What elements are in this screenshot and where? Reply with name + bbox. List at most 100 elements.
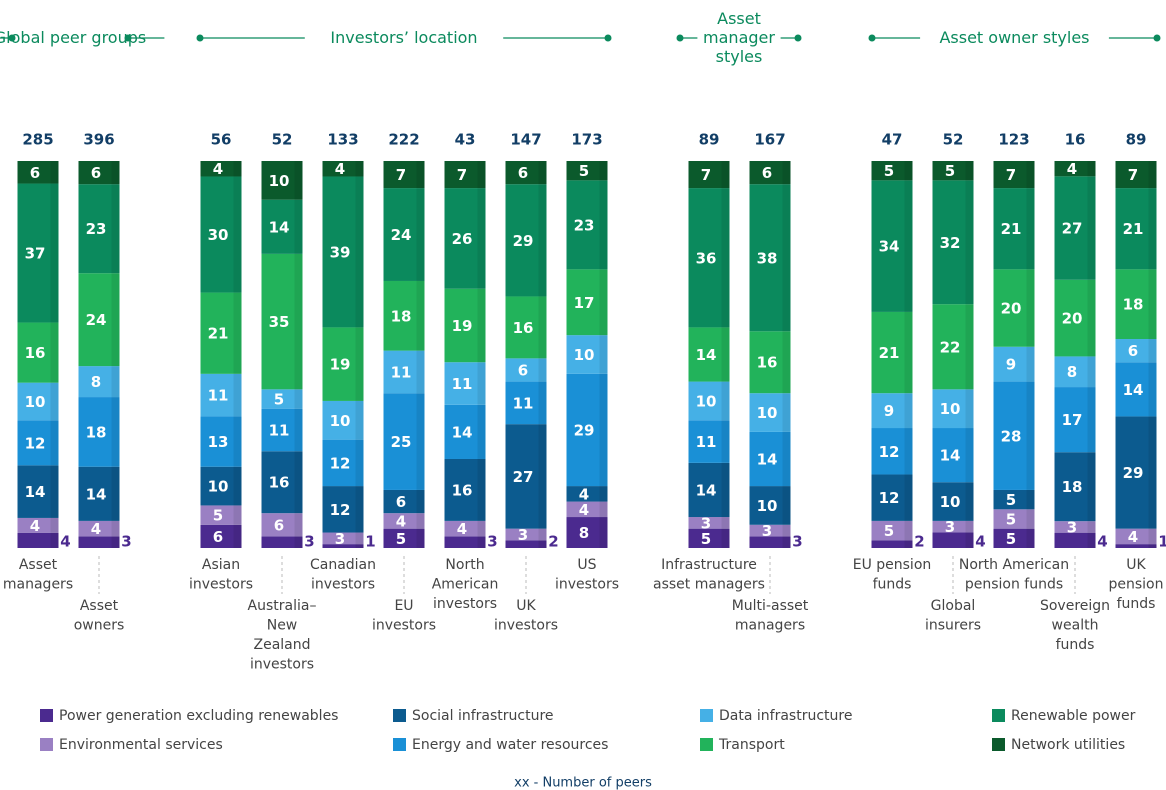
bar-shade	[1148, 161, 1157, 189]
value-label: 11	[391, 363, 412, 381]
bar-shade	[1148, 362, 1157, 417]
bar-segment	[322, 532, 364, 545]
value-label: 2	[548, 533, 558, 551]
bar-segment	[78, 536, 120, 548]
bar-segment	[993, 528, 1035, 548]
bar-shade	[1026, 509, 1035, 529]
value-label: 20	[1062, 310, 1083, 328]
value-label: 4	[60, 533, 70, 551]
group-dot	[604, 34, 612, 42]
bar-shade	[782, 393, 791, 432]
value-label: 6	[213, 528, 223, 546]
bar-segment	[688, 327, 730, 382]
bar-shade	[233, 524, 242, 548]
value-label: 8	[1067, 363, 1077, 381]
bar-segment	[322, 544, 364, 548]
value-label: 5	[1006, 510, 1016, 528]
bar-shade	[233, 373, 242, 417]
legend-swatch	[700, 709, 713, 722]
note: xx - Number of peers	[514, 776, 652, 790]
bar-segment	[17, 183, 59, 323]
value-label: 8	[91, 373, 101, 391]
bar-segment	[505, 184, 547, 297]
legend-label: Energy and water resources	[412, 737, 608, 753]
bar-segment	[505, 381, 547, 425]
bar-segment	[993, 269, 1035, 347]
value-label: 5	[274, 391, 284, 409]
legend-label: Transport	[718, 737, 785, 753]
bar-shade	[599, 373, 608, 487]
legend-label: Power generation excluding renewables	[59, 708, 338, 724]
category-label: Asian investors	[189, 557, 253, 593]
value-label: 17	[574, 294, 595, 312]
bar-segment	[1054, 387, 1096, 453]
bar-shade	[904, 161, 913, 181]
value-label: 4	[975, 533, 985, 551]
bar-segment	[200, 176, 242, 293]
bar-shade	[965, 389, 974, 429]
value-label: 30	[208, 226, 229, 244]
bar-segment	[383, 528, 425, 548]
bar-shade	[233, 161, 242, 177]
bar-shade	[477, 458, 486, 521]
legend-swatch	[992, 709, 1005, 722]
bar-shade	[111, 466, 120, 521]
value-label: 28	[1001, 427, 1022, 445]
legend-label: Renewable power	[1011, 708, 1136, 724]
bar-segment	[932, 304, 974, 390]
bar-shade	[782, 524, 791, 537]
value-label: 10	[25, 393, 46, 411]
category-label: EU investors	[372, 598, 436, 634]
bar-shade	[355, 327, 364, 401]
bar-shade	[50, 322, 59, 383]
bar-shade	[50, 465, 59, 518]
value-label: 18	[1062, 478, 1083, 496]
bar-shade	[233, 292, 242, 374]
bar-shade	[416, 489, 425, 514]
total-label: 123	[998, 131, 1029, 149]
value-label: 5	[1006, 530, 1016, 548]
value-label: 12	[879, 489, 900, 507]
bar-segment	[932, 532, 974, 548]
bar-shade	[721, 161, 730, 189]
bar-shade	[721, 420, 730, 463]
category-label: North American pension funds	[959, 557, 1069, 593]
bar-segment	[749, 331, 791, 394]
bar-segment	[688, 161, 730, 189]
value-label: 7	[396, 166, 406, 184]
bar-shade	[294, 161, 303, 200]
bar-segment	[322, 161, 364, 177]
bar-segment	[383, 489, 425, 514]
bar-segment	[261, 389, 303, 409]
bar-segment	[17, 161, 59, 184]
value-label: 24	[86, 311, 107, 329]
bar-shade	[782, 486, 791, 525]
bar-segment	[322, 486, 364, 533]
value-label: 17	[1062, 411, 1083, 429]
bar-segment	[871, 428, 913, 475]
bar-shade	[965, 428, 974, 483]
bar-segment	[1115, 269, 1157, 340]
bar-shade	[782, 184, 791, 332]
bar-segment	[1054, 161, 1096, 177]
value-label: 14	[757, 450, 778, 468]
bar-segment	[200, 416, 242, 467]
bar-segment	[1054, 356, 1096, 388]
bar-shade	[1026, 528, 1035, 548]
bar-shade	[904, 540, 913, 548]
bar-shade	[416, 350, 425, 394]
value-label: 11	[269, 421, 290, 439]
bar-shade	[294, 513, 303, 537]
bar-segment	[322, 176, 364, 328]
value-label: 20	[1001, 300, 1022, 318]
bar-shade	[1026, 161, 1035, 189]
bar-segment	[1054, 452, 1096, 522]
category-label: Canadian investors	[310, 557, 376, 593]
bar-segment	[688, 517, 730, 529]
bar-segment	[993, 381, 1035, 490]
bar-shade	[1026, 188, 1035, 270]
bar-segment	[444, 288, 486, 363]
value-label: 10	[940, 493, 961, 511]
bar-shade	[416, 280, 425, 351]
bar-segment	[444, 520, 486, 537]
